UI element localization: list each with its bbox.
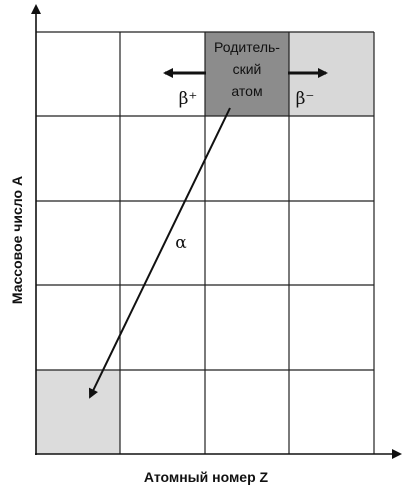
x-axis-label: Атомный номер Z xyxy=(144,469,269,485)
grid xyxy=(36,31,375,454)
beta-minus-label: β⁻ xyxy=(296,89,315,109)
parent-label: атом xyxy=(231,83,262,99)
beta-plus-label: β⁺ xyxy=(179,89,198,109)
alpha-cell xyxy=(36,370,120,454)
alpha-arrow xyxy=(88,107,231,399)
alpha-label: α xyxy=(175,233,187,253)
parent-label: ский xyxy=(233,61,262,77)
y-axis-label: Массовое число A xyxy=(9,176,25,304)
parent-cell xyxy=(205,32,289,116)
parent-label: Родитель- xyxy=(214,39,280,55)
